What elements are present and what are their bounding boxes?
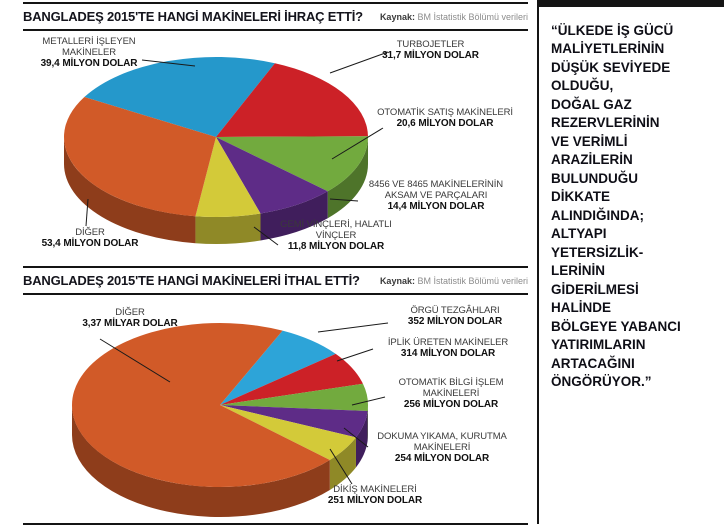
label-diger-export: DİĞER 53,4 MİLYON DOLAR [28,227,152,250]
pie-slice [220,405,356,460]
source-credit: Kaynak: BM İstatistik Bölümü verileri [380,276,528,286]
source-text: BM İstatistik Bölümü verileri [417,12,528,22]
label-8456-parcalari: 8456 VE 8465 MAKİNELERİNİN AKSAM VE PARÇ… [356,179,516,213]
leader-line [141,59,196,67]
slice-name: TURBOJETLER [396,39,465,50]
source-label: Kaynak: [379,276,415,286]
pie-slice [195,137,261,217]
label-otomatik-satis: OTOMATİK SATIŞ MAKİNELERİ 20,6 MİLYON DO… [366,107,524,130]
label-turbojetler: TURBOJETLER 31,7 MİLYON DOLAR [368,39,493,62]
divider-line [23,29,528,31]
source-label: Kaynak: [379,12,415,22]
pie-slice-side [64,137,196,244]
label-otomatik-bilgi-islem: OTOMATİK BİLGİ İŞLEM MAKİNELERİ 256 MİLY… [380,377,522,411]
slice-value: 31,7 MİLYON DOLAR [382,50,479,62]
leader-line [99,338,171,383]
pie-slice-side [327,137,368,219]
pie-slice [216,63,368,137]
panel-top-bar [539,0,724,7]
slice-name: GEMİ VİNÇLERİ, HALATLI VİNÇLER [280,219,392,242]
slice-value: 39,4 MİLYON DOLAR [40,58,138,70]
pie-slice-side [355,410,368,468]
slice-name: OTOMATİK SATIŞ MAKİNELERİ [377,107,513,118]
slice-name: 8456 VE 8465 MAKİNELERİNİN AKSAM VE PARÇ… [368,179,504,202]
label-orgu-tezgahlari: ÖRGÜ TEZGÂHLARI 352 MİLYON DOLAR [390,305,520,328]
import-pie-chart-area: DİĞER 3,37 MİLYAR DOLAR ÖRGÜ TEZGÂHLARI … [0,297,540,525]
leader-line [85,198,89,227]
label-dokuma-yikama: DOKUMA YIKAMA, KURUTMA MAKİNELERİ 254 Mİ… [366,431,518,465]
import-chart-header: BANGLADEŞ 2015'TE HANGİ MAKİNELERİ İTHAL… [0,264,540,297]
slice-name: DİĞER [115,307,145,318]
divider-line [23,523,528,525]
pie-slice [71,323,330,487]
pie-slice [220,353,363,405]
pie-slice-side [195,213,261,245]
pie-slice [220,405,368,438]
label-dikis-makineleri: DİKİŞ MAKİNELERİ 251 MİLYON DOLAR [310,484,440,507]
export-pie-chart [63,51,389,246]
pie-slice [220,330,336,405]
leader-line [253,226,279,246]
slice-value: 3,37 MİLYAR DOLAR [82,318,178,330]
leader-line [329,198,359,202]
pie-slice [84,57,275,138]
export-chart-header: BANGLADEŞ 2015'TE HANGİ MAKİNELERİ İHRAÇ… [0,0,540,33]
leader-line [336,348,374,362]
export-pie-chart-area: METALLERİ İŞLEYEN MAKİNELER 39,4 MİLYON … [0,33,540,262]
leader-line [331,127,384,160]
leader-line [329,448,353,485]
slice-name: DOKUMA YIKAMA, KURUTMA MAKİNELERİ [377,431,507,454]
slice-value: 314 MİLYON DOLAR [400,348,496,360]
slice-name: İPLİK ÜRETEN MAKİNELER [387,337,509,348]
source-text: BM İstatistik Bölümü verileri [417,276,528,286]
pie-slice [63,97,217,217]
slice-value: 53,4 MİLYON DOLAR [41,238,139,250]
leader-line [317,322,389,333]
divider-line [23,2,528,4]
pie-slice-side [72,405,330,517]
pie-slice [216,136,369,192]
divider-line [23,266,528,268]
slice-value: 14,4 MİLYON DOLAR [387,201,485,213]
leader-line [343,427,369,448]
label-metalleri-isleyen: METALLERİ İŞLEYEN MAKİNELER 39,4 MİLYON … [28,36,150,70]
leader-line [329,51,389,74]
pull-quote: “ÜLKEDE İŞ GÜCÜ MALİYETLERİNİN DÜŞÜK SEV… [551,23,681,390]
panel-divider-line [537,0,539,524]
slice-value: 256 MİLYON DOLAR [403,399,499,411]
slice-value: 20,6 MİLYON DOLAR [396,118,494,130]
slice-name: METALLERİ İŞLEYEN MAKİNELER [42,36,136,59]
import-chart-title: BANGLADEŞ 2015'TE HANGİ MAKİNELERİ İTHAL… [23,273,360,288]
pie-slice [220,383,368,411]
slice-name: DİKİŞ MAKİNELERİ [333,484,417,495]
leader-line [351,396,386,406]
label-diger-import: DİĞER 3,37 MİLYAR DOLAR [58,307,202,330]
pie-slice [216,137,328,214]
slice-value: 11,8 MİLYON DOLAR [287,241,385,253]
label-gemi-vincleri: GEMİ VİNÇLERİ, HALATLI VİNÇLER 11,8 MİLY… [270,219,402,253]
slice-value: 251 MİLYON DOLAR [327,495,423,507]
slice-name: OTOMATİK BİLGİ İŞLEM MAKİNELERİ [398,377,504,400]
divider-line [23,293,528,295]
export-chart-title: BANGLADEŞ 2015'TE HANGİ MAKİNELERİ İHRAÇ… [23,9,363,24]
source-credit: Kaynak: BM İstatistik Bölümü verileri [380,12,528,22]
pie-slice-side [329,437,356,490]
pie-slice-side [260,191,328,241]
slice-name: ÖRGÜ TEZGÂHLARI [410,305,500,316]
slice-value: 352 MİLYON DOLAR [407,316,503,328]
slice-name: DİĞER [75,227,105,238]
label-iplik-ureten: İPLİK ÜRETEN MAKİNELER 314 MİLYON DOLAR [374,337,522,360]
slice-value: 254 MİLYON DOLAR [394,453,490,465]
import-pie-chart [71,322,389,517]
